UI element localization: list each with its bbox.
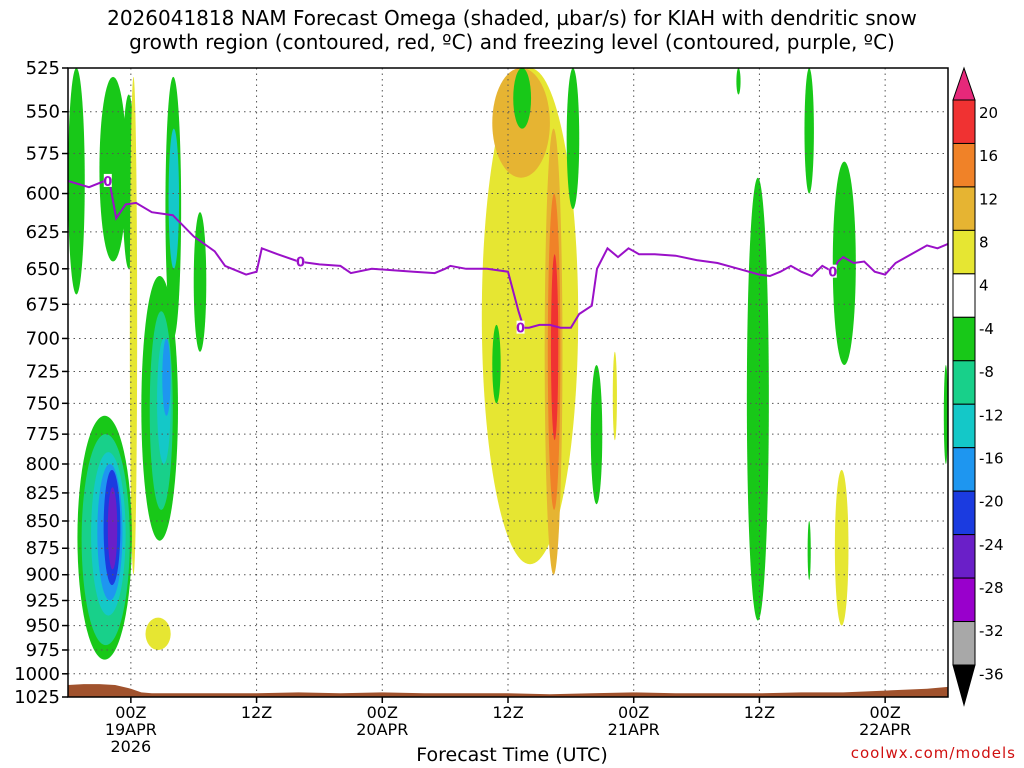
y-tick-label: 1025 xyxy=(14,687,60,708)
colorbar-label: -12 xyxy=(979,406,1004,424)
colorbar-label: -28 xyxy=(979,579,1004,597)
freezing-label-bg xyxy=(828,264,837,278)
freezing-level-label: 0 xyxy=(828,266,837,281)
y-tick-label: 750 xyxy=(26,393,60,414)
y-tick-label: 625 xyxy=(26,222,60,243)
colorbar: 20 16 12 8 4 -4 -8 -12 -16 -20 -24 -28 -32 -36 xyxy=(952,66,1004,707)
y-tick-label: 575 xyxy=(26,144,60,165)
colorbar-label: 16 xyxy=(979,147,998,165)
y-tick-label: 875 xyxy=(26,538,60,559)
colorbar-label: 12 xyxy=(979,190,998,208)
y-tick-label: 900 xyxy=(26,565,60,586)
omega-shaded-cell xyxy=(68,68,85,295)
y-tick-label: 675 xyxy=(26,294,60,315)
colorbar-label: 20 xyxy=(979,104,998,122)
omega-shaded-cell xyxy=(807,520,811,580)
omega-shaded-cell xyxy=(145,617,171,650)
y-tick-label: 650 xyxy=(26,259,60,280)
y-tick-label: 700 xyxy=(26,328,60,349)
omega-shaded-cell xyxy=(107,487,118,570)
freezing-level-label: 0 xyxy=(516,322,525,337)
colorbar-label: -24 xyxy=(979,536,1004,554)
freezing-label-bg xyxy=(103,173,112,187)
colorbar-band xyxy=(952,403,976,449)
freezing-label-bg xyxy=(516,320,525,334)
colorbar-label: 8 xyxy=(979,234,989,252)
y-tick-label: 525 xyxy=(26,58,60,79)
y-tick-label: 925 xyxy=(26,590,60,611)
colorbar-band xyxy=(952,273,976,318)
omega-shaded-cell xyxy=(943,364,948,464)
x-tick-label: 00Z xyxy=(367,703,398,722)
omega-shaded-cell xyxy=(550,254,559,441)
colorbar-band xyxy=(952,142,976,188)
y-tick-label: 975 xyxy=(26,640,60,661)
omega-shaded-cell xyxy=(746,177,769,621)
y-tick-label: 950 xyxy=(26,616,60,637)
colorbar-band xyxy=(952,186,976,231)
x-tick-label: 20APR xyxy=(356,720,408,739)
colorbar-top-triangle xyxy=(952,66,976,101)
colorbar-band xyxy=(952,490,976,536)
colorbar-label: 4 xyxy=(979,277,989,295)
x-tick-label: 22APR xyxy=(859,720,911,739)
freezing-level-label: 0 xyxy=(296,256,305,271)
omega-shaded-cell xyxy=(513,68,532,129)
y-tick-label: 1000 xyxy=(14,664,60,685)
colorbar-band xyxy=(952,621,976,666)
omega-shaded-cell xyxy=(99,76,127,262)
title-line-1: 2026041818 NAM Forecast Omega (shaded, µ… xyxy=(107,6,917,30)
x-tick-label: 12Z xyxy=(744,703,775,722)
colorbar-label: -16 xyxy=(979,449,1004,467)
title-line-2: growth region (contoured, red, ºC) and f… xyxy=(129,30,895,54)
colorbar-band xyxy=(952,99,976,144)
x-tick-label: 00Z xyxy=(869,703,900,722)
colorbar-label: -4 xyxy=(979,320,994,338)
omega-shaded-cell xyxy=(804,68,814,194)
freezing-level-label: 0 xyxy=(103,175,112,190)
colorbar-label: -20 xyxy=(979,493,1004,511)
plot-area: 0 0 0 0 xyxy=(68,68,948,697)
freezing-level-line xyxy=(68,179,948,329)
y-tick-label: 775 xyxy=(26,424,60,445)
colorbar-label: -32 xyxy=(979,622,1004,640)
omega-shaded-cell xyxy=(129,76,138,575)
freezing-label-bg xyxy=(296,254,305,268)
omega-shaded-cell xyxy=(193,212,207,352)
site-credit: coolwx.com/models xyxy=(850,744,1016,762)
y-tick-label: 800 xyxy=(26,454,60,475)
omega-shaded-cell xyxy=(736,68,741,95)
colorbar-label: -36 xyxy=(979,665,1004,683)
omega-shaded-cell xyxy=(832,161,856,365)
omega-shaded-cell xyxy=(566,68,580,210)
x-tick-label: 12Z xyxy=(241,703,272,722)
colorbar-band xyxy=(952,577,976,623)
y-tick-label: 725 xyxy=(26,361,60,382)
colorbar-band xyxy=(952,534,976,579)
colorbar-band xyxy=(952,316,976,362)
y-tick-label: 850 xyxy=(26,511,60,532)
colorbar-band xyxy=(952,229,976,275)
x-tick-label: 00Z xyxy=(115,703,146,722)
colorbar-bottom-triangle xyxy=(952,664,976,707)
y-tick-label: 825 xyxy=(26,483,60,504)
omega-shaded-cell xyxy=(612,351,617,441)
x-tick-label: 21APR xyxy=(608,720,660,739)
omega-shaded-cell xyxy=(162,338,171,416)
x-tick-label: 19APR xyxy=(105,720,157,739)
chart-title: 2026041818 NAM Forecast Omega (shaded, µ… xyxy=(0,6,1024,54)
surface-terrain xyxy=(68,684,948,697)
omega-shaded-cell xyxy=(492,324,501,404)
colorbar-band xyxy=(952,360,976,405)
y-tick-label: 550 xyxy=(26,102,60,123)
x-tick-label: 12Z xyxy=(492,703,523,722)
colorbar-band xyxy=(952,447,976,492)
colorbar-label: -8 xyxy=(979,363,994,381)
x-tick-label: 00Z xyxy=(618,703,649,722)
y-tick-label: 600 xyxy=(26,184,60,205)
omega-shaded-cell xyxy=(834,469,849,626)
x-tick-label: 2026 xyxy=(110,737,151,756)
omega-shaded-cell xyxy=(168,128,180,269)
